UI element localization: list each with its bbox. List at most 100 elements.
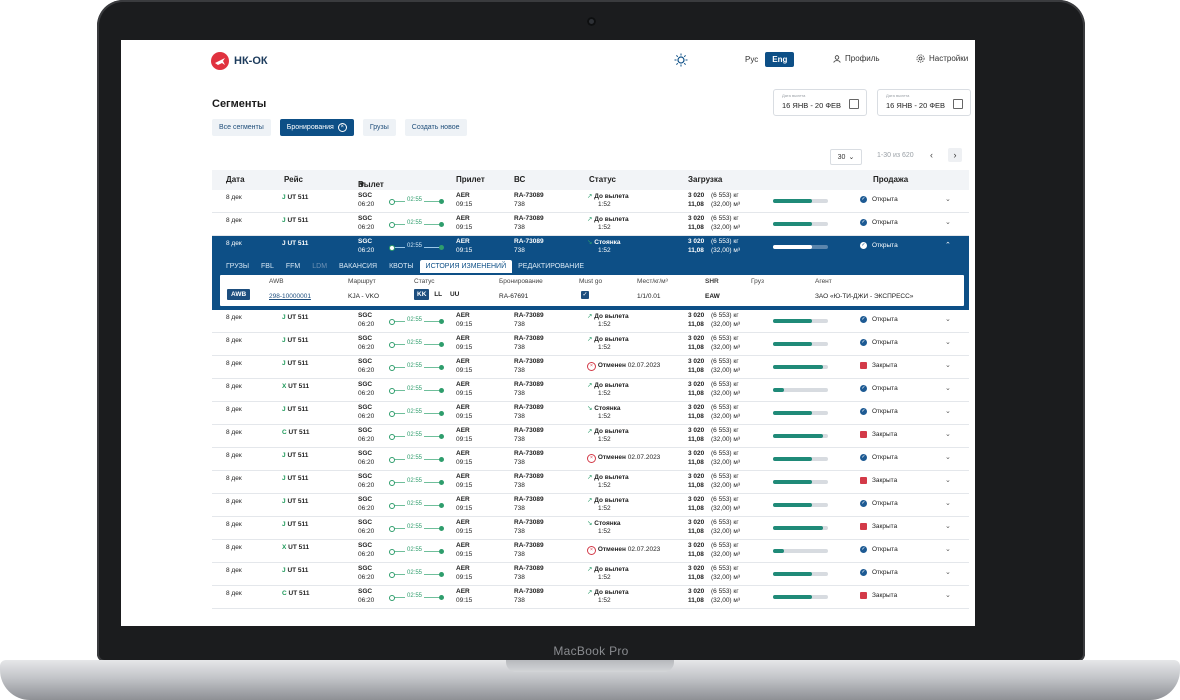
chevron-up-icon[interactable]: ⌃ (945, 242, 951, 249)
subtab-ldm[interactable]: LDM (312, 263, 328, 270)
tab-create-new[interactable]: Создать новое (404, 119, 467, 136)
row-load-volume: 11,08 (688, 551, 704, 558)
subtab-ffm[interactable]: FFM (285, 263, 301, 270)
table-row[interactable]: 8 дек X UT 511 SGC 06:20 02:55 AER 09:15 RA-730… (212, 540, 969, 563)
row-status-time: 1:52 (598, 224, 611, 231)
row-status: ↗ До вылета (587, 313, 629, 320)
table-row[interactable]: 8 дек J UT 511 SGC 06:20 02:55 AER 09:15 RA-730… (212, 563, 969, 586)
row-load-weight-total: (6 553) кг (711, 450, 739, 457)
row-dep-airport: SGC (358, 519, 373, 526)
lock-icon (860, 523, 867, 530)
table-row[interactable]: 8 дек C UT 511 SGC 06:20 02:55 AER 09:15 RA-730… (212, 586, 969, 609)
row-load-weight-total: (6 553) кг (711, 542, 739, 549)
table-row[interactable]: 8 дек J UT 511 SGC 06:20 02:55 AER 09:15 RA-730… (212, 190, 969, 213)
row-status-time: 1:52 (598, 321, 611, 328)
chevron-down-icon[interactable]: ⌄ (945, 219, 951, 226)
row-load-weight: 3 020 (688, 404, 705, 411)
lang-en-button[interactable]: Eng (765, 52, 795, 67)
chevron-down-icon[interactable]: ⌄ (945, 431, 951, 438)
table-row[interactable]: 8 дек J UT 511 SGC 06:20 02:55 AER 09:15 RA-730… (212, 471, 969, 494)
table-row[interactable]: 8 дек J UT 511 SGC 06:20 02:55 AER 09:15 RA-730… (212, 213, 969, 236)
lock-icon (860, 592, 867, 599)
gear-icon (916, 54, 925, 63)
col-aircraft[interactable]: ВС (514, 175, 526, 184)
row-dep-time: 06:20 (358, 597, 375, 604)
row-arr-airport: AER (456, 335, 470, 342)
chevron-down-icon[interactable]: ⌄ (945, 592, 951, 599)
close-icon[interactable]: × (337, 123, 347, 132)
lang-ru-button[interactable]: Рус (745, 55, 759, 64)
profile-button[interactable]: Профиль (833, 54, 880, 63)
per-page-select[interactable]: 30 ⌄ (830, 149, 862, 165)
table-row[interactable]: 8 дек J UT 511 SGC 06:20 02:55 AER 09:15 RA-730… (212, 517, 969, 540)
tab-all-segments[interactable]: Все сегменты (212, 119, 271, 136)
chevron-down-icon[interactable]: ⌄ (945, 477, 951, 484)
row-sale-status: Закрыта (872, 431, 898, 438)
subtab-quotas[interactable]: КВОТЫ (389, 263, 414, 270)
table-row[interactable]: 8 дек J UT 511 SGC 06:20 02:55 AER 09:15 RA-730… (212, 236, 969, 258)
row-status: ↗ До вылета (587, 474, 629, 481)
chevron-down-icon[interactable]: ⌄ (945, 500, 951, 507)
table-row[interactable]: 8 дек J UT 511 SGC 06:20 02:55 AER 09:15 RA-730… (212, 448, 969, 471)
col-load[interactable]: Загрузка (688, 175, 723, 184)
row-aircraft: RA-73089 (514, 496, 544, 503)
date-to-field[interactable]: Дата вылета 16 ЯНВ - 20 ФЕВ (877, 89, 971, 116)
col-sale[interactable]: Продажа (873, 175, 909, 184)
col-status[interactable]: Статус (589, 175, 616, 184)
table-row[interactable]: 8 дек J UT 511 SGC 06:20 02:55 AER 09:15 RA-730… (212, 310, 969, 333)
tab-bookings[interactable]: Бронирования × (279, 119, 354, 136)
tab-cargo[interactable]: Грузы (362, 119, 396, 136)
row-status-time: 1:52 (598, 390, 611, 397)
chevron-down-icon[interactable]: ⌄ (945, 454, 951, 461)
chevron-down-icon[interactable]: ⌄ (945, 569, 951, 576)
row-arr-time: 09:15 (456, 528, 473, 535)
row-aircraft-type: 738 (514, 528, 525, 535)
prev-page-button[interactable]: ‹ (930, 150, 933, 160)
table-row[interactable]: 8 дек J UT 511 SGC 06:20 02:55 AER 09:15 RA-730… (212, 402, 969, 425)
arrow-up-right-icon: ↗ (587, 589, 593, 596)
awb-number-link[interactable]: 298-10000001 (269, 293, 311, 300)
chevron-down-icon[interactable]: ⌄ (945, 339, 951, 346)
table-row[interactable]: 8 дек J UT 511 SGC 06:20 02:55 AER 09:15 RA-730… (212, 333, 969, 356)
table-row[interactable]: 8 дек X UT 511 SGC 06:20 02:55 AER 09:15 RA-730… (212, 379, 969, 402)
chevron-down-icon[interactable]: ⌄ (945, 546, 951, 553)
chevron-down-icon[interactable]: ⌄ (945, 523, 951, 530)
status-kk[interactable]: KK (414, 289, 430, 300)
chevron-down-icon[interactable]: ⌄ (945, 385, 951, 392)
load-progress-bar (773, 503, 828, 507)
shr-header: SHR (705, 278, 719, 285)
next-page-button[interactable]: › (948, 148, 962, 162)
subtab-fbl[interactable]: FBL (261, 263, 274, 270)
chevron-down-icon[interactable]: ⌄ (945, 316, 951, 323)
status-ll[interactable]: LL (434, 291, 443, 298)
row-arr-airport: AER (456, 381, 470, 388)
col-date[interactable]: Дата (226, 175, 245, 184)
logo[interactable]: НК-ОК (211, 52, 268, 70)
table-row[interactable]: 8 дек J UT 511 SGC 06:20 02:55 AER 09:15 RA-730… (212, 494, 969, 517)
row-sale-status: Открыта (872, 242, 898, 249)
chevron-down-icon[interactable]: ⌄ (945, 362, 951, 369)
theme-toggle-icon[interactable] (674, 53, 688, 67)
row-aircraft: RA-73089 (514, 358, 544, 365)
chevron-down-icon[interactable]: ⌄ (945, 196, 951, 203)
tab-bookings-label: Бронирования (286, 124, 334, 131)
row-status: ↗ До вылета (587, 193, 629, 200)
table-row[interactable]: 8 дек C UT 511 SGC 06:20 02:55 AER 09:15 RA-730… (212, 425, 969, 448)
col-arrival[interactable]: Прилет (456, 175, 485, 184)
subtab-history[interactable]: ИСТОРИЯ ИЗМЕНЕНИЙ (419, 260, 513, 273)
subtab-cargo[interactable]: ГРУЗЫ (226, 263, 250, 270)
must-go-checkbox[interactable]: ✓ (581, 291, 589, 299)
chevron-down-icon[interactable]: ⌄ (945, 408, 951, 415)
subtab-edit[interactable]: РЕДАКТИРОВАНИЕ (518, 263, 585, 270)
row-sale-status: Закрыта (872, 523, 898, 530)
row-status-time: 1:52 (598, 413, 611, 420)
table-row[interactable]: 8 дек J UT 511 SGC 06:20 02:55 AER 09:15 RA-730… (212, 356, 969, 379)
subtab-vacancy[interactable]: ВАКАНСИЯ (339, 263, 378, 270)
settings-button[interactable]: Настройки (916, 54, 968, 63)
filter-icon[interactable]: ▼ (358, 180, 366, 189)
awb-shr: EAW (705, 293, 720, 300)
status-uu[interactable]: UU (449, 291, 460, 298)
row-load-volume: 11,08 (688, 224, 704, 231)
col-flight[interactable]: Рейс (284, 175, 303, 184)
date-from-field[interactable]: Дата вылета 16 ЯНВ - 20 ФЕВ (773, 89, 867, 116)
